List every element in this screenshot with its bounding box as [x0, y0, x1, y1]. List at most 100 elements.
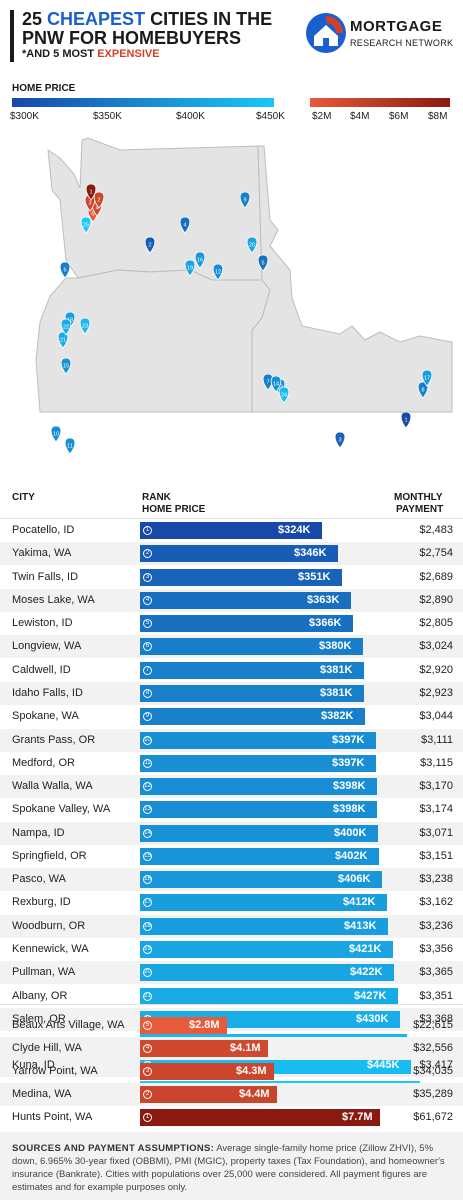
price-label: $380K [319, 640, 352, 653]
monthly-payment: $3,417 [419, 1059, 453, 1072]
monthly-payment: $2,923 [419, 686, 453, 699]
monthly-payment: $2,754 [419, 547, 453, 560]
price-label: $422K [350, 966, 383, 979]
price-bar [140, 708, 365, 726]
city-name: Longview, WA [12, 640, 82, 653]
page-title: 25 CHEAPEST CITIES IN THE PNW FOR HOMEBU… [22, 10, 312, 48]
rank-badge: 14 [143, 828, 152, 838]
svg-text:3: 3 [338, 438, 341, 444]
svg-text:2: 2 [148, 243, 151, 249]
rank-badge: 2 [143, 1090, 152, 1099]
monthly-payment: $2,805 [419, 617, 453, 630]
price-label: $398K [333, 803, 366, 816]
map-pin: 12 [212, 263, 224, 281]
price-label: $324K [278, 524, 311, 536]
city-name: Kennewick, WA [12, 943, 89, 956]
price-bar [140, 522, 322, 539]
rank-badge: 9 [143, 712, 152, 722]
price-label: $381K [320, 663, 353, 676]
price-bar [140, 591, 351, 609]
rank-badge: 17 [143, 898, 152, 908]
map-pin: 6 [59, 261, 71, 279]
rank-badge: 3 [143, 1067, 152, 1076]
price-bar [140, 754, 376, 772]
svg-text:2: 2 [97, 198, 100, 204]
monthly-payment: $3,115 [420, 756, 453, 769]
col-header-rank: RANK [142, 492, 171, 503]
pnw-map: 1234567891011121314151617181920212223242… [35, 137, 453, 455]
table-row: Hunts Point, WA 1 $7.7M $61,672 [0, 1106, 463, 1129]
table-row: Pasco, WA 16 $406K $3,238 [0, 868, 463, 892]
idaho-state-shape [251, 145, 453, 413]
footer-sources: SOURCES AND PAYMENT ASSUMPTIONS: Average… [0, 1132, 463, 1200]
legend-tick: $350K [93, 111, 122, 122]
price-bar [140, 964, 394, 982]
svg-text:8: 8 [421, 388, 424, 394]
map-pin: 1 [85, 183, 97, 201]
price-label: $381K [320, 686, 353, 699]
svg-text:3: 3 [88, 201, 91, 207]
city-name: Medina, WA [12, 1088, 72, 1100]
table-row: Nampa, ID 14 $400K $3,071 [0, 821, 463, 845]
map-pin: 9 [239, 191, 251, 209]
svg-text:5: 5 [261, 261, 264, 267]
oregon-state-shape [35, 269, 271, 413]
rank-badge: 18 [143, 921, 152, 931]
map-pin: 5 [257, 254, 269, 272]
table-row: Lewiston, ID 5 $366K $2,805 [0, 612, 463, 635]
price-label: $427K [354, 989, 387, 1002]
map-pin: 15 [60, 357, 72, 375]
price-label: $346K [294, 547, 327, 560]
price-bar [140, 1017, 227, 1034]
price-label: $398K [333, 780, 366, 793]
monthly-payment: $3,368 [419, 1012, 453, 1025]
city-name: Yarrow Point, WA [12, 1065, 98, 1077]
svg-text:6: 6 [63, 268, 66, 274]
table-row: Yakima, WA 2 $346K $2,754 [0, 542, 463, 566]
svg-text:7: 7 [266, 380, 269, 386]
rank-badge: 6 [143, 642, 152, 652]
rank-badge: 12 [143, 782, 152, 792]
table-row: Spokane Valley, WA 13 $398K $3,174 [0, 798, 463, 821]
logo-text-sub: RESEARCH NETWORK [350, 38, 454, 48]
monthly-payment: $22,615 [413, 1019, 453, 1031]
header-accent-bar [10, 10, 14, 62]
section-divider [0, 1004, 463, 1005]
footer-text: Average single-family home price (Zillow… [12, 1143, 445, 1193]
price-bar [140, 545, 338, 563]
price-label: $402K [335, 849, 368, 862]
map-pin: 10 [50, 425, 62, 443]
city-name: Moses Lake, WA [12, 593, 95, 606]
legend-tick: $4M [350, 111, 370, 122]
monthly-payment: $3,356 [419, 943, 453, 956]
map-pin: 17 [421, 369, 433, 387]
svg-text:23: 23 [82, 324, 88, 330]
svg-text:21: 21 [60, 338, 66, 344]
monthly-payment: $32,556 [413, 1042, 453, 1054]
price-bar [140, 661, 364, 679]
monthly-payment: $34,035 [413, 1065, 453, 1077]
price-bar [140, 1086, 277, 1103]
legend-title: HOME PRICE [12, 83, 76, 94]
city-name: Spokane Valley, WA [12, 803, 111, 816]
table-row: Caldwell, ID 7 $381K $2,920 [0, 659, 463, 682]
map-pin: 11 [64, 437, 76, 455]
price-bar [140, 941, 393, 959]
map-pin: 2 [144, 236, 156, 254]
monthly-payment: $3,351 [419, 989, 453, 1002]
house-logo-icon [306, 13, 346, 53]
monthly-payment: $3,024 [419, 640, 453, 653]
monthly-payment: $2,483 [419, 524, 453, 536]
svg-text:22: 22 [63, 325, 69, 331]
col-header-monthly: MONTHLY [394, 492, 443, 503]
price-label: $4.3M [236, 1065, 267, 1077]
map-pin: 22 [60, 318, 72, 336]
map-pin: 24 [278, 386, 290, 404]
subtitle-prefix: *AND 5 MOST [22, 48, 95, 60]
city-name: Pasco, WA [12, 873, 66, 886]
monthly-payment: $2,689 [419, 570, 453, 583]
rank-badge: 5 [143, 619, 152, 629]
price-label: $382K [321, 710, 354, 723]
price-label: $406K [338, 873, 371, 886]
logo-text-main: MORTGAGE [350, 18, 443, 35]
